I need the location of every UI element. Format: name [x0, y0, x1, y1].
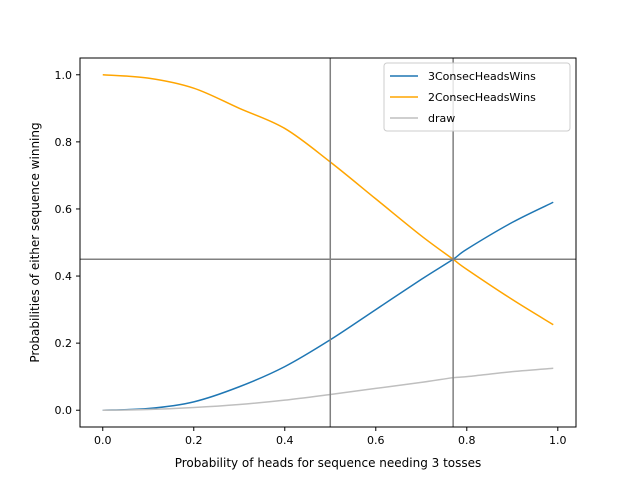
- y-axis-label: Probabilities of either sequence winning: [28, 122, 42, 362]
- series-line-3consecheadswins: [102, 201, 554, 411]
- series-line-2consecheadswins: [102, 74, 554, 326]
- plot-area: [80, 58, 576, 427]
- y-tick-label: 0.0: [55, 404, 73, 417]
- legend-label: 3ConsecHeadsWins: [428, 70, 536, 83]
- y-tick-label: 0.2: [55, 337, 73, 350]
- x-tick-label: 0.6: [367, 434, 385, 447]
- x-tick-label: 0.0: [94, 434, 112, 447]
- axes-frame: [79, 57, 577, 428]
- x-axis-label: Probability of heads for sequence needin…: [175, 456, 482, 470]
- series-line-draw: [102, 367, 554, 411]
- x-axis: 0.0 0.2 0.4 0.6 0.8 1.0: [94, 427, 567, 447]
- legend-label: 2ConsecHeadsWins: [428, 91, 536, 104]
- x-tick-label: 0.8: [458, 434, 476, 447]
- legend-box: [383, 62, 571, 132]
- y-tick-label: 1.0: [55, 69, 73, 82]
- x-tick-label: 0.4: [276, 434, 294, 447]
- y-tick-label: 0.6: [55, 203, 73, 216]
- y-tick-label: 0.8: [55, 136, 73, 149]
- y-tick-label: 0.4: [55, 270, 73, 283]
- legend-label: draw: [428, 112, 455, 125]
- x-tick-label: 0.2: [185, 434, 203, 447]
- legend: 3ConsecHeadsWins 2ConsecHeadsWins draw: [383, 62, 571, 132]
- x-tick-label: 1.0: [549, 434, 567, 447]
- y-axis: 0.0 0.2 0.4 0.6 0.8 1.0: [55, 69, 80, 417]
